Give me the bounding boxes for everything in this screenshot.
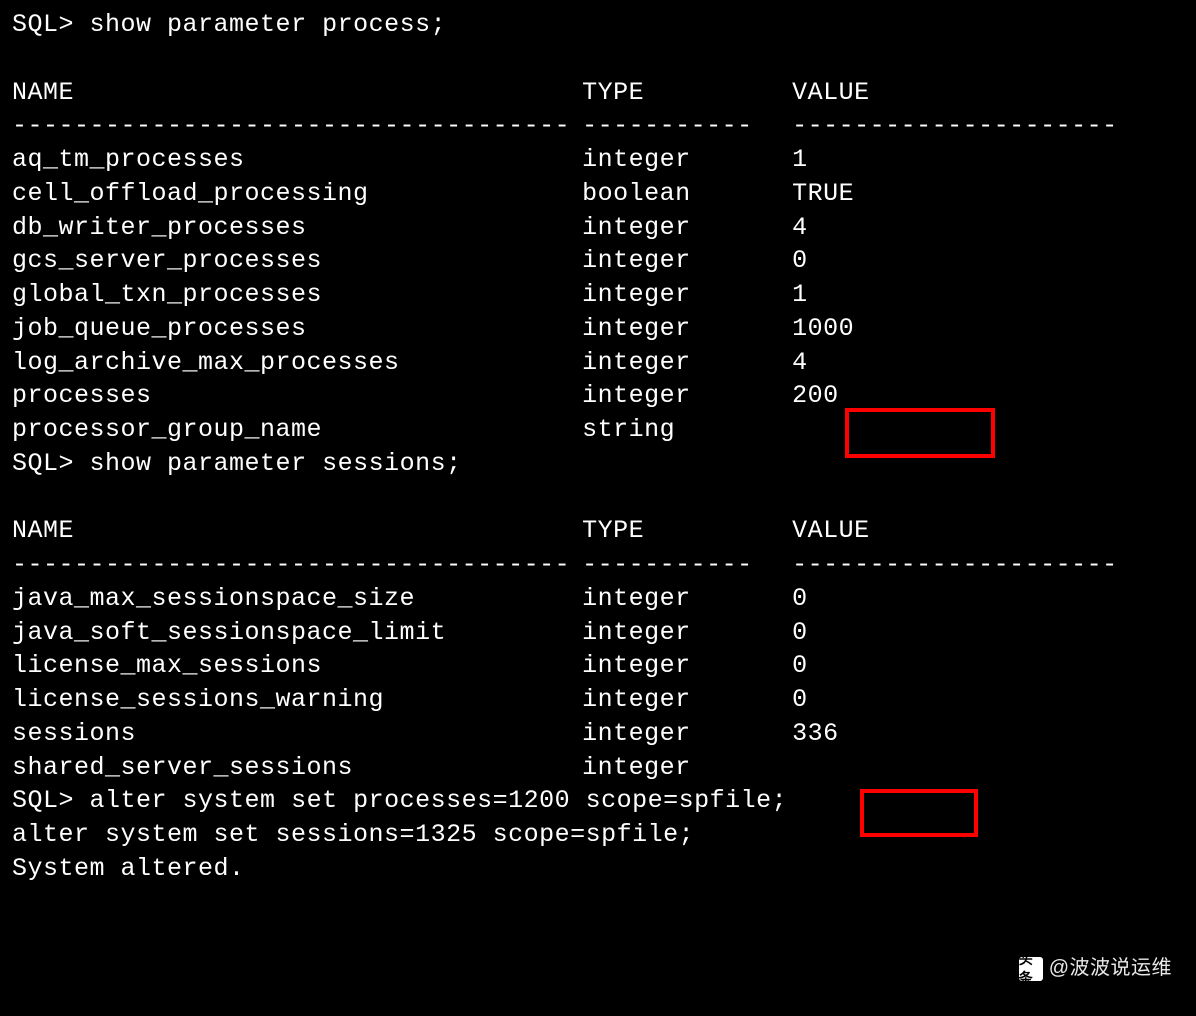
param-value: 0	[792, 683, 808, 717]
sql-prompt: SQL>	[12, 786, 74, 815]
header-value: VALUE	[792, 76, 870, 110]
param-type: integer	[582, 278, 792, 312]
table-row: job_queue_processesinteger1000	[12, 312, 1184, 346]
table-row: log_archive_max_processesinteger4	[12, 346, 1184, 380]
param-value: 200	[792, 379, 839, 413]
table-row: db_writer_processesinteger4	[12, 211, 1184, 245]
table-header: NAMETYPEVALUE	[12, 514, 1184, 548]
sql-command-text: alter system set sessions=1325 scope=spf…	[12, 820, 694, 849]
sql-command-line: SQL> alter system set processes=1200 sco…	[12, 784, 1184, 818]
table-row: cell_offload_processingbooleanTRUE	[12, 177, 1184, 211]
param-type: integer	[582, 211, 792, 245]
sql-command-text: alter system set processes=1200 scope=sp…	[90, 786, 788, 815]
dash-name: ------------------------------------	[12, 109, 582, 143]
param-name: java_max_sessionspace_size	[12, 582, 582, 616]
table-header: NAMETYPEVALUE	[12, 76, 1184, 110]
table-row: processor_group_namestring	[12, 413, 1184, 447]
table-divider: ----------------------------------------…	[12, 548, 1184, 582]
param-name: license_sessions_warning	[12, 683, 582, 717]
result-text: System altered.	[12, 854, 245, 883]
param-name: sessions	[12, 717, 582, 751]
sql-command-line: alter system set sessions=1325 scope=spf…	[12, 818, 1184, 852]
table-row: license_sessions_warninginteger0	[12, 683, 1184, 717]
dash-value: ---------------------	[792, 109, 1118, 143]
sql-command-text: show parameter sessions;	[90, 449, 462, 478]
header-name: NAME	[12, 76, 582, 110]
table-row: license_max_sessionsinteger0	[12, 649, 1184, 683]
param-name: log_archive_max_processes	[12, 346, 582, 380]
dash-name: ------------------------------------	[12, 548, 582, 582]
sql-command-line: SQL> show parameter sessions;	[12, 447, 1184, 481]
header-name: NAME	[12, 514, 582, 548]
watermark-text: @波波说运维	[1049, 955, 1172, 982]
header-type: TYPE	[582, 76, 792, 110]
param-value: TRUE	[792, 177, 854, 211]
param-name: processor_group_name	[12, 413, 582, 447]
table-row: gcs_server_processesinteger0	[12, 244, 1184, 278]
table-row: aq_tm_processesinteger1	[12, 143, 1184, 177]
param-value: 4	[792, 346, 808, 380]
table-row: shared_server_sessionsinteger	[12, 751, 1184, 785]
param-type: integer	[582, 649, 792, 683]
sql-prompt: SQL>	[12, 10, 74, 39]
param-name: global_txn_processes	[12, 278, 582, 312]
param-type: boolean	[582, 177, 792, 211]
param-type: integer	[582, 244, 792, 278]
param-name: cell_offload_processing	[12, 177, 582, 211]
param-name: shared_server_sessions	[12, 751, 582, 785]
param-name: gcs_server_processes	[12, 244, 582, 278]
param-type: integer	[582, 683, 792, 717]
dash-type: -----------	[582, 109, 792, 143]
param-type: integer	[582, 312, 792, 346]
table-row: global_txn_processesinteger1	[12, 278, 1184, 312]
param-name: license_max_sessions	[12, 649, 582, 683]
table-row: sessionsinteger336	[12, 717, 1184, 751]
sql-result: System altered.	[12, 852, 1184, 886]
table-row: java_soft_sessionspace_limitinteger0	[12, 616, 1184, 650]
table-divider: ----------------------------------------…	[12, 109, 1184, 143]
param-type: integer	[582, 379, 792, 413]
param-value: 1000	[792, 312, 854, 346]
param-value: 4	[792, 211, 808, 245]
sql-command-text: show parameter process;	[90, 10, 447, 39]
param-name: job_queue_processes	[12, 312, 582, 346]
param-type: string	[582, 413, 792, 447]
param-type: integer	[582, 717, 792, 751]
param-type: integer	[582, 582, 792, 616]
param-value: 0	[792, 582, 808, 616]
param-value: 0	[792, 649, 808, 683]
sql-prompt: SQL>	[12, 449, 74, 478]
param-type: integer	[582, 143, 792, 177]
param-type: integer	[582, 346, 792, 380]
param-value: 0	[792, 616, 808, 650]
table-row: java_max_sessionspace_sizeinteger0	[12, 582, 1184, 616]
param-name: java_soft_sessionspace_limit	[12, 616, 582, 650]
param-value: 0	[792, 244, 808, 278]
dash-type: -----------	[582, 548, 792, 582]
param-value: 336	[792, 717, 839, 751]
blank-line	[12, 42, 1184, 76]
blank-line	[12, 481, 1184, 515]
dash-value: ---------------------	[792, 548, 1118, 582]
param-value: 1	[792, 143, 808, 177]
param-name: processes	[12, 379, 582, 413]
table-row: processesinteger200	[12, 379, 1184, 413]
watermark: 头条 @波波说运维	[1019, 955, 1172, 982]
header-type: TYPE	[582, 514, 792, 548]
param-name: aq_tm_processes	[12, 143, 582, 177]
param-type: integer	[582, 751, 792, 785]
header-value: VALUE	[792, 514, 870, 548]
param-name: db_writer_processes	[12, 211, 582, 245]
param-type: integer	[582, 616, 792, 650]
param-value: 1	[792, 278, 808, 312]
watermark-logo-icon: 头条	[1019, 957, 1043, 981]
sql-command-line: SQL> show parameter process;	[12, 8, 1184, 42]
